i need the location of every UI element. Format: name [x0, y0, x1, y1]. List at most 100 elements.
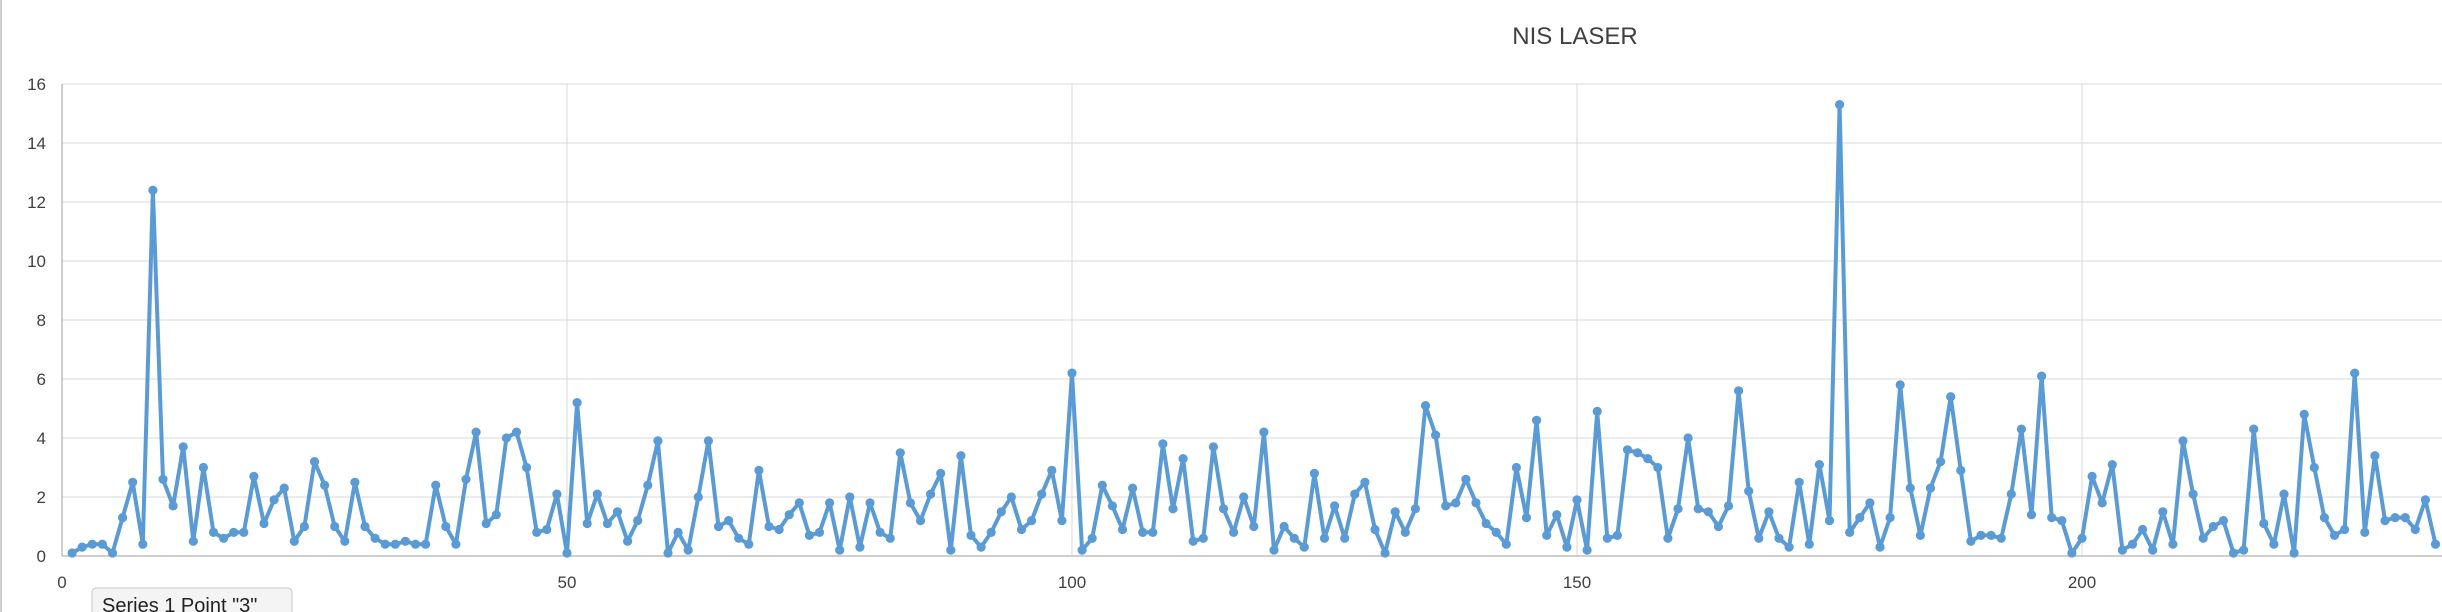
- data-point[interactable]: [1239, 492, 1249, 502]
- data-point[interactable]: [1158, 439, 1168, 449]
- data-point[interactable]: [926, 489, 936, 499]
- data-point[interactable]: [966, 530, 976, 541]
- data-point[interactable]: [825, 498, 835, 508]
- data-point[interactable]: [2269, 539, 2279, 549]
- data-point[interactable]: [724, 516, 734, 526]
- data-point[interactable]: [1471, 498, 1481, 508]
- data-point[interactable]: [390, 539, 400, 549]
- data-point[interactable]: [673, 527, 683, 538]
- data-point[interactable]: [1501, 539, 1511, 549]
- data-point[interactable]: [2047, 513, 2057, 523]
- data-point[interactable]: [1966, 536, 1976, 546]
- data-point[interactable]: [1037, 489, 1047, 499]
- data-point[interactable]: [1592, 406, 1602, 416]
- data-point[interactable]: [2360, 527, 2370, 538]
- data-point[interactable]: [229, 527, 239, 538]
- data-point[interactable]: [1633, 448, 1643, 458]
- data-point[interactable]: [875, 527, 885, 538]
- data-point[interactable]: [269, 495, 279, 505]
- data-point[interactable]: [734, 533, 744, 543]
- data-point[interactable]: [1178, 454, 1188, 464]
- data-point[interactable]: [1754, 533, 1764, 543]
- data-point[interactable]: [1794, 477, 1804, 487]
- data-point[interactable]: [794, 498, 804, 508]
- data-point[interactable]: [360, 521, 370, 532]
- data-point[interactable]: [2299, 409, 2309, 419]
- data-point[interactable]: [107, 548, 118, 558]
- data-point[interactable]: [501, 433, 511, 443]
- data-point[interactable]: [320, 480, 330, 490]
- data-point[interactable]: [936, 468, 946, 478]
- data-point[interactable]: [198, 462, 208, 473]
- data-point[interactable]: [1249, 521, 1259, 532]
- data-point[interactable]: [2420, 495, 2430, 505]
- data-point[interactable]: [1804, 539, 1814, 549]
- data-point[interactable]: [996, 507, 1006, 517]
- data-point[interactable]: [2198, 533, 2208, 543]
- data-point[interactable]: [138, 539, 148, 549]
- data-point[interactable]: [2228, 548, 2239, 558]
- data-point[interactable]: [1582, 545, 1592, 555]
- data-point[interactable]: [754, 465, 764, 475]
- data-point[interactable]: [683, 545, 693, 555]
- data-point[interactable]: [1542, 530, 1552, 541]
- data-point[interactable]: [602, 518, 613, 529]
- data-point[interactable]: [2350, 368, 2360, 378]
- data-point[interactable]: [178, 442, 188, 452]
- data-point[interactable]: [1723, 501, 1734, 511]
- data-point[interactable]: [845, 492, 855, 502]
- data-point[interactable]: [885, 533, 895, 543]
- data-point[interactable]: [511, 427, 522, 437]
- data-point[interactable]: [239, 527, 249, 538]
- data-point[interactable]: [1097, 480, 1107, 490]
- data-point[interactable]: [451, 539, 461, 549]
- data-point[interactable]: [481, 518, 491, 529]
- data-point[interactable]: [1006, 492, 1017, 502]
- data-point[interactable]: [299, 521, 309, 532]
- data-point[interactable]: [1653, 462, 1663, 473]
- data-point[interactable]: [67, 548, 77, 558]
- data-point[interactable]: [693, 492, 703, 502]
- data-point[interactable]: [1774, 533, 1784, 543]
- data-point[interactable]: [2127, 539, 2138, 549]
- data-point[interactable]: [1229, 527, 1239, 538]
- data-point[interactable]: [289, 536, 299, 546]
- data-point[interactable]: [1330, 501, 1340, 511]
- data-point[interactable]: [340, 536, 350, 546]
- data-point[interactable]: [2097, 498, 2107, 508]
- data-point[interactable]: [1703, 507, 1713, 517]
- data-point[interactable]: [1936, 457, 1946, 467]
- data-point[interactable]: [663, 548, 673, 558]
- data-point[interactable]: [1895, 380, 1905, 390]
- data-point[interactable]: [946, 545, 956, 555]
- data-point[interactable]: [1289, 533, 1299, 543]
- data-point[interactable]: [2178, 436, 2188, 446]
- data-point[interactable]: [1532, 415, 1542, 425]
- data-point[interactable]: [249, 471, 259, 481]
- data-point[interactable]: [491, 510, 501, 520]
- data-point[interactable]: [1814, 460, 1824, 470]
- data-point[interactable]: [410, 539, 421, 549]
- data-point[interactable]: [1683, 433, 1693, 443]
- data-point[interactable]: [522, 462, 532, 473]
- data-point[interactable]: [1885, 513, 1895, 523]
- data-point[interactable]: [1027, 516, 1037, 526]
- data-point[interactable]: [1875, 542, 1885, 552]
- data-point[interactable]: [148, 185, 158, 195]
- data-point[interactable]: [1138, 527, 1148, 538]
- data-point[interactable]: [1350, 489, 1360, 499]
- data-point[interactable]: [1148, 527, 1158, 538]
- data-point[interactable]: [2037, 371, 2047, 381]
- data-point[interactable]: [2279, 489, 2289, 499]
- data-point[interactable]: [259, 518, 269, 529]
- data-point[interactable]: [77, 542, 87, 552]
- data-point[interactable]: [1865, 498, 1875, 508]
- data-point[interactable]: [1218, 504, 1229, 514]
- data-point[interactable]: [855, 542, 865, 552]
- data-point[interactable]: [1016, 524, 1027, 535]
- data-point[interactable]: [1946, 392, 1956, 402]
- data-point[interactable]: [784, 510, 794, 520]
- data-point[interactable]: [1673, 504, 1683, 514]
- data-point[interactable]: [1077, 545, 1087, 555]
- data-point[interactable]: [2117, 545, 2127, 555]
